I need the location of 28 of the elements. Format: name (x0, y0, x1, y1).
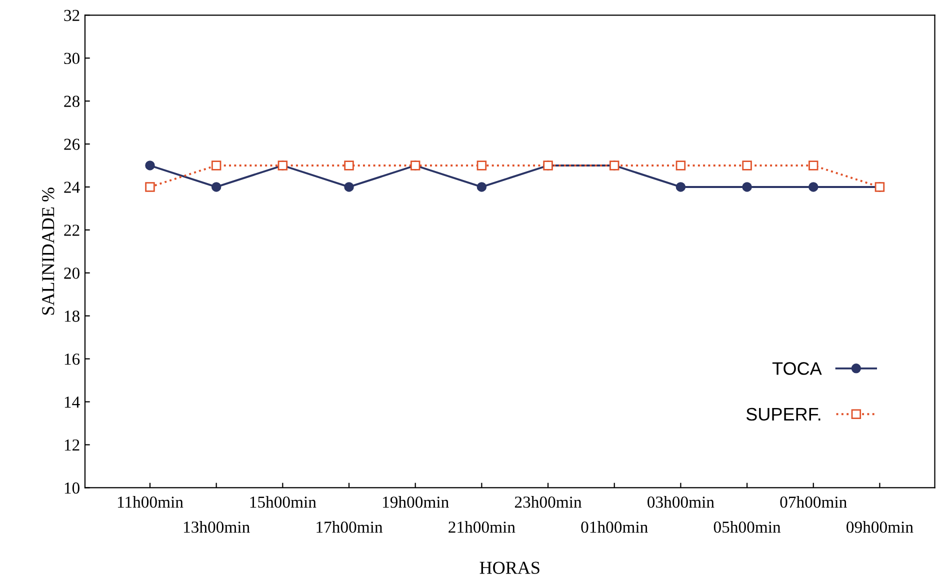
x-tick-label: 07h00min (780, 496, 847, 508)
y-tick-label: 20 (64, 268, 80, 279)
y-tick-label: 12 (64, 440, 80, 451)
x-tick-label: 03h00min (648, 496, 714, 508)
y-tick-label: 14 (64, 396, 80, 408)
x-axis-title: HORAS (480, 562, 540, 574)
x-tick-label: 15h00min (250, 496, 316, 508)
x-tick-label: 23h00min (514, 496, 582, 508)
x-tick-label: 01h00min (581, 521, 648, 533)
y-tick-label: 24 (64, 182, 80, 193)
x-tick-label: 21h00min (448, 521, 516, 533)
legend-label: SUPERF. (746, 408, 820, 421)
y-tick-label: 26 (64, 138, 80, 150)
x-tick-label: 17h00min (316, 521, 383, 533)
legend-label: TOCA (772, 362, 822, 375)
x-tick-label: 11h00min (118, 496, 184, 508)
y-tick-label: 16 (64, 354, 80, 365)
x-tick-label: 13h00min (184, 521, 250, 533)
y-tick-label: 28 (64, 96, 80, 108)
y-tick-label: 32 (64, 10, 80, 22)
x-tick-label: 19h00min (383, 496, 449, 508)
y-axis-title: SALINIDADE % (42, 188, 54, 315)
x-tick-label: 09h00min (846, 521, 914, 533)
y-tick-label: 22 (64, 224, 80, 236)
y-tick-label: 18 (64, 310, 80, 322)
x-tick-label: 05h00min (714, 521, 781, 533)
y-tick-label: 10 (64, 482, 80, 494)
y-tick-label: 30 (64, 52, 80, 64)
